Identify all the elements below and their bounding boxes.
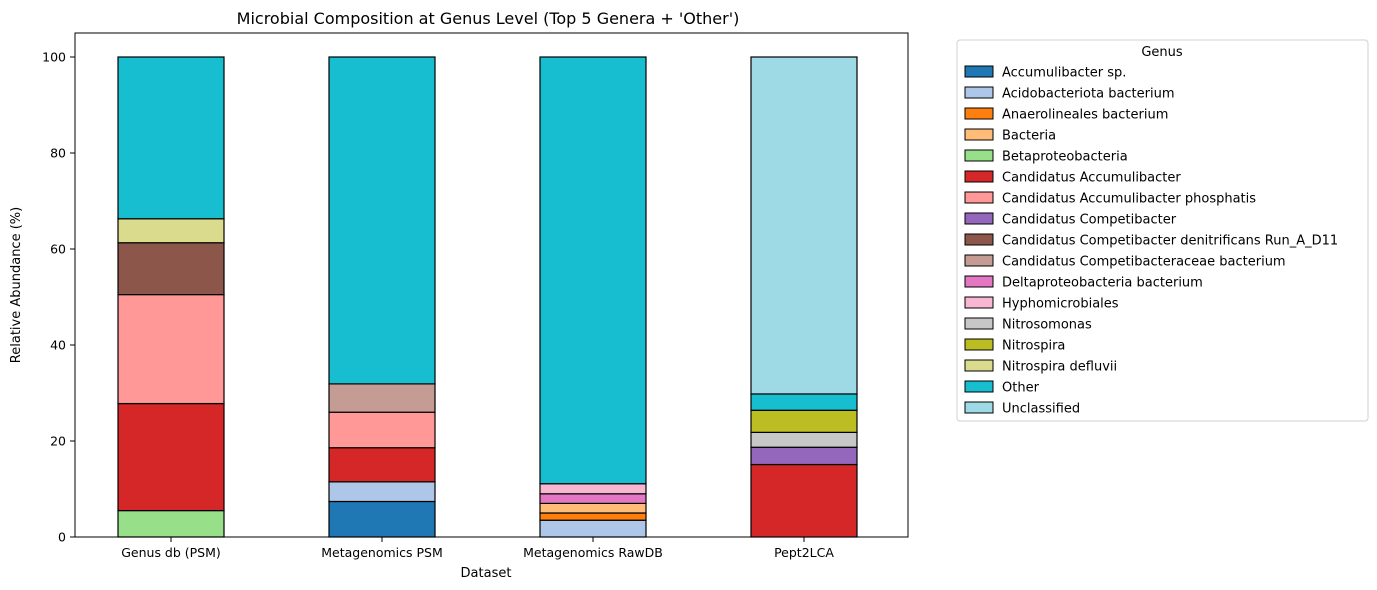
bar-segment bbox=[750, 431, 858, 448]
bars-group bbox=[117, 56, 858, 538]
legend-label: Candidatus Accumulibacter phosphatis bbox=[1002, 192, 1256, 207]
legend-label: Candidatus Competibacter bbox=[1002, 213, 1177, 228]
bar-segment bbox=[539, 512, 647, 521]
legend-swatch bbox=[964, 233, 994, 246]
legend-label: Accumulibacter sp. bbox=[1002, 66, 1126, 81]
y-axis: 0 20 40 60 80 100 bbox=[42, 50, 75, 545]
bar-segment bbox=[750, 393, 858, 411]
bar-segment bbox=[117, 294, 225, 405]
bar-segment bbox=[750, 446, 858, 466]
bar-segment bbox=[117, 56, 225, 220]
bar-segment bbox=[539, 502, 647, 514]
bar-segment bbox=[539, 519, 647, 538]
bar-segment bbox=[328, 500, 436, 538]
x-axis: Genus db (PSM) Metagenomics PSM Metagenomi… bbox=[121, 537, 834, 560]
bar-segment bbox=[117, 218, 225, 244]
legend-label: Deltaproteobacteria bacterium bbox=[1002, 276, 1203, 291]
legend-swatch bbox=[964, 359, 994, 372]
x-tick-label: Genus db (PSM) bbox=[121, 545, 221, 560]
legend-label: Nitrosomonas bbox=[1002, 318, 1092, 333]
y-axis-label: Relative Abundance (%) bbox=[9, 207, 24, 363]
bar-segment bbox=[328, 481, 436, 503]
legend-swatch bbox=[964, 254, 994, 267]
bar-segment bbox=[328, 411, 436, 449]
bar-segment bbox=[117, 510, 225, 538]
legend-title: Genus bbox=[1141, 45, 1183, 60]
legend-swatch bbox=[964, 170, 994, 183]
bar-segment bbox=[539, 56, 647, 485]
legend-swatch bbox=[964, 65, 994, 78]
bar-segment bbox=[328, 447, 436, 483]
bar-segment bbox=[117, 402, 225, 512]
legend: Genus Accumulibacter sp. Acidobacteriota … bbox=[956, 39, 1369, 422]
y-tick-label: 60 bbox=[50, 242, 66, 257]
bar-segment bbox=[750, 409, 858, 433]
x-tick-label: Metagenomics PSM bbox=[321, 545, 443, 560]
y-tick-label: 80 bbox=[50, 146, 66, 161]
bar-segment bbox=[328, 383, 436, 413]
bar-segment bbox=[539, 483, 647, 495]
legend-swatch bbox=[964, 86, 994, 99]
y-tick-label: 0 bbox=[58, 530, 66, 545]
chart-title: Microbial Composition at Genus Level (To… bbox=[237, 9, 740, 28]
bar-segment bbox=[750, 56, 858, 395]
legend-swatch bbox=[964, 107, 994, 120]
y-tick-label: 100 bbox=[42, 50, 66, 65]
legend-swatch bbox=[964, 338, 994, 351]
legend-label: Unclassified bbox=[1002, 402, 1080, 417]
legend-label: Nitrospira bbox=[1002, 339, 1065, 354]
bar-segment bbox=[750, 463, 858, 538]
legend-frame bbox=[956, 39, 1369, 422]
legend-label: Betaproteobacteria bbox=[1002, 150, 1128, 165]
y-tick-label: 40 bbox=[50, 338, 66, 353]
legend-label: Nitrospira defluvii bbox=[1002, 360, 1117, 375]
bar-segment bbox=[328, 56, 436, 385]
legend-label: Anaerolineales bacterium bbox=[1002, 108, 1168, 123]
legend-swatch bbox=[964, 212, 994, 225]
legend-swatch bbox=[964, 380, 994, 393]
legend-label: Candidatus Competibacteraceae bacterium bbox=[1002, 255, 1286, 270]
legend-label: Acidobacteriota bacterium bbox=[1002, 87, 1175, 102]
legend-label: Bacteria bbox=[1002, 129, 1056, 144]
legend-swatch bbox=[964, 401, 994, 414]
bar-segment bbox=[539, 493, 647, 504]
legend-swatch bbox=[964, 317, 994, 330]
legend-swatch bbox=[964, 149, 994, 162]
legend-label: Candidatus Competibacter denitrificans R… bbox=[1002, 234, 1338, 249]
x-tick-label: Pept2LCA bbox=[774, 545, 834, 560]
legend-label: Other bbox=[1002, 381, 1040, 396]
y-tick-label: 20 bbox=[50, 434, 66, 449]
legend-swatch bbox=[964, 275, 994, 288]
legend-swatch bbox=[964, 128, 994, 141]
legend-swatch bbox=[964, 296, 994, 309]
bar-segment bbox=[117, 242, 225, 296]
x-axis-label: Dataset bbox=[461, 566, 512, 581]
legend-label: Hyphomicrobiales bbox=[1002, 297, 1119, 312]
legend-label: Candidatus Accumulibacter bbox=[1002, 171, 1181, 186]
legend-swatch bbox=[964, 191, 994, 204]
x-tick-label: Metagenomics RawDB bbox=[523, 545, 663, 560]
plot-frame bbox=[74, 32, 909, 538]
